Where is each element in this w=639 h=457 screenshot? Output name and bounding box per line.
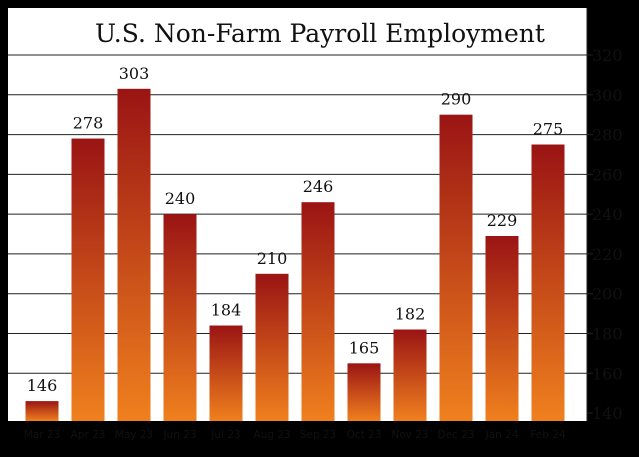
data-label-feb-24: 275 — [533, 120, 564, 139]
bars — [25, 88, 565, 422]
y-tick-label-300: 300 — [592, 86, 623, 105]
data-label-sep-23: 246 — [303, 177, 334, 196]
data-label-jun-23: 240 — [165, 189, 196, 208]
y-tick-label-140: 140 — [592, 404, 623, 423]
x-tick-label-apr-23: Apr 23 — [71, 429, 106, 441]
data-label-aug-23: 210 — [257, 249, 288, 268]
data-label-nov-23: 182 — [395, 305, 426, 324]
x-tick-label-dec-23: Dec 23 — [437, 429, 474, 441]
bar-dec-23 — [439, 114, 473, 421]
bar-apr-23 — [71, 138, 105, 422]
x-tick-label-sep-23: Sep 23 — [300, 429, 337, 441]
data-label-apr-23: 278 — [73, 114, 104, 133]
x-tick-label-aug-23: Aug 23 — [253, 429, 290, 441]
y-tick-label-200: 200 — [592, 285, 623, 304]
y-tick-label-240: 240 — [592, 205, 623, 224]
x-tick-label-jun-23: Jun 23 — [162, 429, 196, 441]
bar-jul-23 — [209, 325, 243, 421]
chart-title: U.S. Non-Farm Payroll Employment — [95, 19, 545, 48]
bar-jun-23 — [163, 214, 197, 421]
data-label-jan-24: 229 — [487, 211, 518, 230]
data-label-mar-23: 146 — [27, 376, 58, 395]
x-tick-label-may-23: May 23 — [115, 429, 153, 441]
data-label-may-23: 303 — [119, 64, 150, 83]
y-axis-ticks: 140 160 180 200 220 240 260 280 300 320 — [592, 46, 623, 423]
x-tick-label-oct-23: Oct 23 — [347, 429, 382, 441]
bar-nov-23 — [393, 329, 427, 421]
x-tick-label-jul-23: Jul 23 — [210, 429, 240, 441]
y-tick-label-160: 160 — [592, 364, 623, 383]
data-label-oct-23: 165 — [349, 338, 380, 357]
x-tick-label-feb-24: Feb 24 — [530, 429, 566, 441]
x-tick-label-mar-23: Mar 23 — [24, 429, 61, 441]
bar-may-23 — [117, 88, 151, 421]
y-tick-label-260: 260 — [592, 165, 623, 184]
x-tick-label-jan-24: Jan 24 — [485, 429, 519, 441]
bar-aug-23 — [255, 273, 289, 421]
y-tick-label-280: 280 — [592, 126, 623, 145]
bar-feb-24 — [531, 144, 565, 421]
x-axis-ticks: Mar 23 Apr 23 May 23 Jun 23 Jul 23 Aug 23 Sep … — [24, 429, 566, 441]
data-label-dec-23: 290 — [441, 90, 472, 109]
x-tick-label-nov-23: Nov 23 — [391, 429, 428, 441]
y-tick-label-220: 220 — [592, 245, 623, 264]
data-labels: 146 278 303 240 184 210 246 165 182 290 229 275 — [27, 64, 564, 395]
y-tick-label-320: 320 — [592, 46, 623, 65]
bar-sep-23 — [301, 202, 335, 421]
bar-jan-24 — [485, 236, 519, 421]
bar-mar-23 — [25, 401, 59, 421]
y-tick-label-180: 180 — [592, 324, 623, 343]
data-label-jul-23: 184 — [211, 301, 242, 320]
bar-oct-23 — [347, 363, 381, 421]
